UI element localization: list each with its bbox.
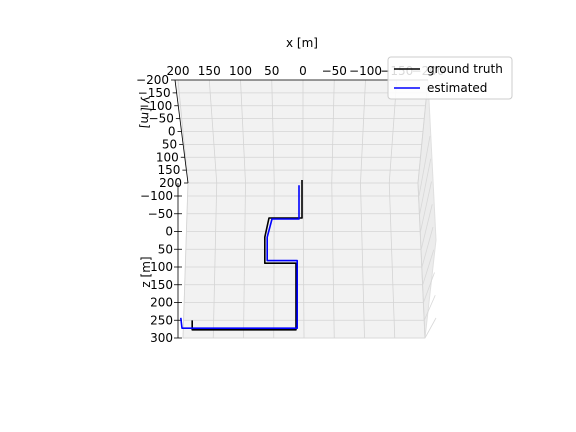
grid-line-x-back [331, 182, 335, 339]
legend-label-ground-truth: ground truth [427, 62, 503, 76]
y-tick-label: −50 [149, 112, 174, 126]
series-line-ground-truth [191, 180, 303, 331]
series-lines [180, 180, 303, 331]
y-axis-label: y [m] [138, 96, 155, 129]
legend-label-estimated: estimated [427, 81, 487, 95]
grid-line-x-back [212, 182, 218, 339]
z-tick-label: 200 [150, 296, 173, 310]
grid-line-x-back [360, 182, 365, 339]
x-tick-label: −100 [349, 64, 382, 78]
y-tick-label: 100 [156, 150, 179, 164]
x-tick-label: 150 [198, 64, 221, 78]
x-tick-label: 0 [299, 64, 307, 78]
z-tick-label: 250 [150, 313, 173, 327]
grid-line-x-back [182, 182, 189, 339]
series-line-estimated [180, 185, 300, 329]
grid-line-z-side [423, 295, 436, 321]
y-tick-label: 150 [157, 163, 180, 177]
grid-line-z-side [420, 204, 433, 250]
grid-line-z-side [419, 158, 432, 214]
y-tick-label: −100 [139, 99, 172, 113]
z-tick-label: 0 [165, 225, 173, 239]
z-tick-label: 50 [158, 242, 173, 256]
z-axis-label: z [m] [139, 256, 153, 287]
x-axis-label: x [m] [286, 36, 318, 50]
grid-line-z-side [424, 317, 437, 339]
grid-line-z-side [423, 272, 435, 303]
legend: ground truth estimated [387, 56, 513, 100]
grid-lines [175, 79, 437, 339]
y-tick-label: −200 [136, 73, 169, 87]
z-tick-label: −100 [140, 189, 173, 203]
grid-line-z-side [422, 249, 435, 285]
y-tick-label: −150 [138, 86, 171, 100]
grid-line-x-back [243, 182, 246, 339]
y-tick-label: 0 [168, 125, 176, 139]
grid-line-z-side [420, 181, 432, 232]
z-tick-label: 100 [150, 260, 173, 274]
grid-line-x-back [388, 182, 396, 339]
grid-line-x-back [302, 182, 305, 339]
x-tick-label: 200 [167, 64, 190, 78]
y-tick-label: 50 [162, 137, 177, 151]
z-tick-label: 150 [150, 278, 173, 292]
grid-line-z-side [418, 135, 431, 197]
grid-line-x-back [417, 182, 426, 339]
x-tick-label: −50 [322, 64, 347, 78]
x-tick-label: 100 [229, 64, 252, 78]
x-tick-label: 50 [264, 64, 279, 78]
y-tick-label: 200 [159, 176, 182, 190]
grid-line-z-side [421, 226, 434, 268]
z-tick-label: 300 [150, 331, 173, 345]
z-tick-label: −50 [148, 207, 173, 221]
